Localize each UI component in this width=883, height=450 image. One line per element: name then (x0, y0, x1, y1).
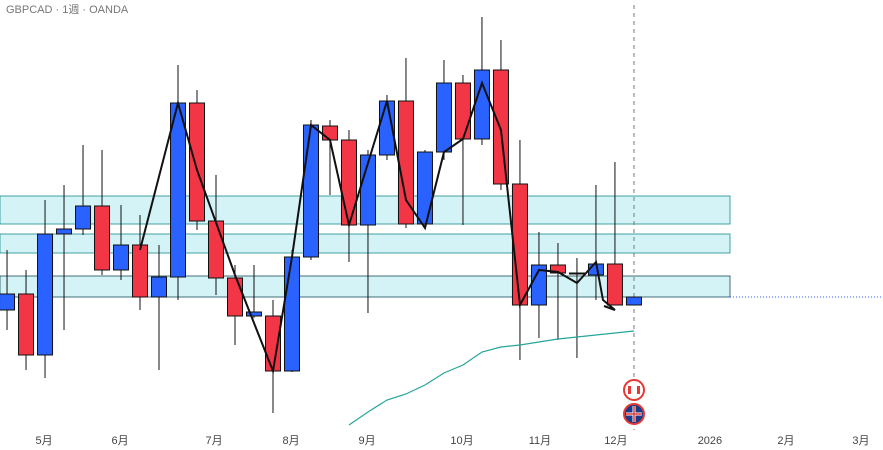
candle-body (511, 183, 528, 306)
candle-body (151, 276, 168, 298)
candle-body (625, 296, 642, 306)
x-tick-label: 5月 (36, 435, 53, 447)
x-tick-label: 12月 (604, 435, 627, 447)
x-tick-label: 2月 (777, 435, 794, 447)
events[interactable] (623, 379, 645, 425)
candle-body (0, 293, 16, 311)
candle-body (37, 233, 54, 356)
moving-average (348, 330, 635, 426)
x-tick-label: 3月 (852, 435, 869, 447)
x-tick-label: 6月 (112, 435, 129, 447)
candle-body (435, 82, 452, 153)
flag-ca-center (631, 386, 637, 394)
candle-body (340, 139, 357, 226)
candle-body (132, 244, 149, 298)
candle-body (226, 277, 243, 317)
x-tick-label: 7月 (206, 435, 223, 447)
candle-body (113, 244, 130, 271)
x-tick-label: 9月 (358, 435, 375, 447)
candle-body (18, 293, 35, 356)
candle-body (245, 311, 262, 317)
chart-title: GBPCAD · 1週 · OANDA (6, 3, 129, 16)
x-tick-label: 11月 (529, 435, 551, 447)
candle-body (170, 102, 187, 278)
candle-body (416, 151, 433, 225)
candle-body (302, 124, 319, 258)
candle-body (283, 256, 300, 372)
candle-body (321, 125, 338, 141)
candle-body (454, 82, 471, 140)
candle-body (56, 228, 73, 235)
candle-body (94, 205, 111, 271)
candle-body (189, 102, 206, 222)
flag-uk-cross (626, 406, 642, 422)
candle-body (75, 205, 92, 230)
candle-body (492, 69, 509, 185)
candle-body (568, 272, 585, 275)
zigzag (139, 80, 616, 375)
x-tick-label: 8月 (282, 435, 299, 447)
x-tick-label: 10月 (450, 435, 473, 447)
zone (0, 275, 731, 298)
candle-body (397, 100, 414, 225)
candle-body (208, 220, 225, 279)
x-tick-label: 2026 (698, 435, 722, 447)
candle-body (606, 263, 623, 306)
